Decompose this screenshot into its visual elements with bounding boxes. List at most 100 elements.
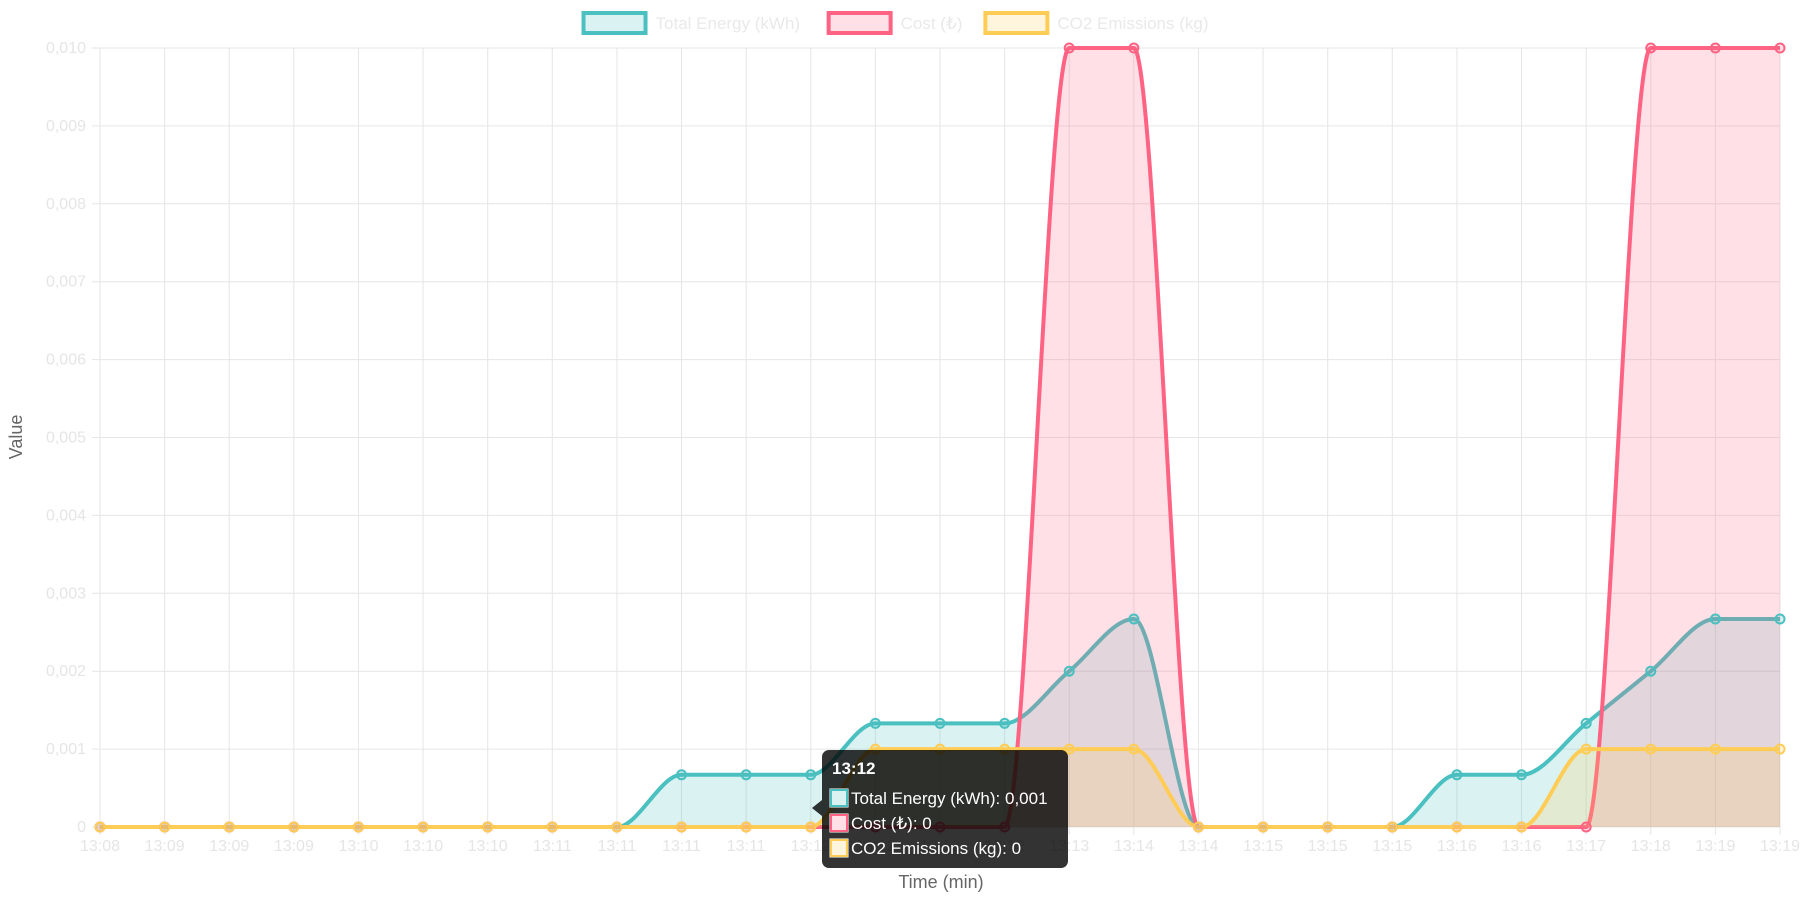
y-tick-label: 0,004 xyxy=(46,507,86,524)
x-tick-label: 13:16 xyxy=(1502,838,1542,855)
data-point-cost xyxy=(1063,42,1075,54)
tooltip-title: 13:12 xyxy=(832,759,875,778)
data-point-cost xyxy=(1128,42,1140,54)
legend-swatch xyxy=(581,11,648,35)
legend-item-total-energy-kwh[interactable]: Total Energy (kWh) xyxy=(581,11,801,35)
legend-label: Cost (₺) xyxy=(901,14,963,33)
data-point-co2-emissions-kg xyxy=(1516,821,1528,833)
data-point-co2-emissions-kg xyxy=(1128,743,1140,755)
x-tick-label: 13:15 xyxy=(1308,838,1348,855)
data-point-co2-emissions-kg xyxy=(546,821,558,833)
data-point-co2-emissions-kg xyxy=(159,821,171,833)
y-tick-label: 0,008 xyxy=(46,196,86,213)
x-tick-label: 13:19 xyxy=(1695,838,1735,855)
x-tick-label: 13:12 xyxy=(791,838,831,855)
x-tick-label: 13:09 xyxy=(274,838,314,855)
legend-label: CO2 Emissions (kg) xyxy=(1057,14,1208,33)
y-tick-label: 0,009 xyxy=(46,118,86,135)
legend-label: Total Energy (kWh) xyxy=(656,14,801,33)
y-tick-label: 0,003 xyxy=(46,585,86,602)
legend-item-co2-emissions-kg[interactable]: CO2 Emissions (kg) xyxy=(983,11,1209,35)
data-point-co2-emissions-kg xyxy=(1192,821,1204,833)
data-point-total-energy-kwh xyxy=(1774,613,1786,625)
data-point-co2-emissions-kg xyxy=(676,821,688,833)
tooltip-box xyxy=(822,750,1068,868)
data-point-total-energy-kwh xyxy=(1063,665,1075,677)
data-point-co2-emissions-kg xyxy=(1580,743,1592,755)
data-point-co2-emissions-kg xyxy=(1645,743,1657,755)
x-tick-label: 13:10 xyxy=(403,838,443,855)
legend[interactable]: Total Energy (kWh) Cost (₺) CO2 Emissions … xyxy=(581,11,1209,35)
data-point-total-energy-kwh xyxy=(869,717,881,729)
data-point-co2-emissions-kg xyxy=(417,821,429,833)
data-point-co2-emissions-kg xyxy=(94,821,106,833)
data-point-cost xyxy=(1645,42,1657,54)
points-group xyxy=(94,42,1786,833)
tooltip-caret xyxy=(812,800,822,816)
y-tick-label: 0,005 xyxy=(46,430,86,447)
x-tick-label: 13:10 xyxy=(468,838,508,855)
tooltip-swatch xyxy=(830,789,848,807)
data-point-total-energy-kwh xyxy=(1709,613,1721,625)
y-tick-label: 0,002 xyxy=(46,663,86,680)
x-tick-label: 13:14 xyxy=(1114,838,1154,855)
x-tick-label: 13:16 xyxy=(1437,838,1477,855)
data-point-co2-emissions-kg xyxy=(1257,821,1269,833)
x-tick-label: 13:09 xyxy=(209,838,249,855)
tooltip-swatch xyxy=(830,814,848,832)
tooltip: 13:12 Total Energy (kWh): 0,001 Cost (₺):… xyxy=(812,750,1068,868)
x-tick-label: 13:15 xyxy=(1372,838,1412,855)
legend-swatch xyxy=(983,11,1050,35)
x-tick-label: 13:14 xyxy=(1178,838,1218,855)
x-axis-title: Time (min) xyxy=(898,872,983,892)
tooltip-line: Total Energy (kWh): 0,001 xyxy=(851,789,1048,808)
data-point-total-energy-kwh xyxy=(676,769,688,781)
data-point-co2-emissions-kg xyxy=(611,821,623,833)
data-point-total-energy-kwh xyxy=(1645,665,1657,677)
y-axis-title: Value xyxy=(6,415,26,460)
data-point-co2-emissions-kg xyxy=(740,821,752,833)
tooltip-line: Cost (₺): 0 xyxy=(851,814,932,833)
y-tick-label: 0 xyxy=(77,819,86,836)
data-point-total-energy-kwh xyxy=(740,769,752,781)
data-point-total-energy-kwh xyxy=(1451,769,1463,781)
data-point-cost xyxy=(1580,821,1592,833)
x-tick-label: 13:15 xyxy=(1243,838,1283,855)
x-tick-label: 13:18 xyxy=(1631,838,1671,855)
data-point-co2-emissions-kg xyxy=(1709,743,1721,755)
y-tick-label: 0,001 xyxy=(46,741,86,758)
tooltip-line: CO2 Emissions (kg): 0 xyxy=(851,839,1021,858)
data-point-co2-emissions-kg xyxy=(1063,743,1075,755)
data-point-total-energy-kwh xyxy=(1128,613,1140,625)
data-point-total-energy-kwh xyxy=(934,717,946,729)
data-point-total-energy-kwh xyxy=(999,717,1011,729)
x-tick-label: 13:08 xyxy=(80,838,120,855)
legend-swatch xyxy=(826,11,893,35)
y-tick-label: 0,007 xyxy=(46,274,86,291)
x-tick-label: 13:11 xyxy=(727,838,766,855)
x-tick-label: 13:10 xyxy=(338,838,378,855)
data-point-co2-emissions-kg xyxy=(352,821,364,833)
data-point-co2-emissions-kg xyxy=(1386,821,1398,833)
data-point-total-energy-kwh xyxy=(805,769,817,781)
y-axis-ticks: 0 0,001 0,002 0,003 0,004 0,005 0,006 0,007 0,00… xyxy=(46,40,86,836)
y-tick-label: 0,010 xyxy=(46,40,86,57)
x-tick-label: 13:17 xyxy=(1566,838,1606,855)
data-point-total-energy-kwh xyxy=(1580,717,1592,729)
data-point-cost xyxy=(1709,42,1721,54)
legend-item-cost[interactable]: Cost (₺) xyxy=(826,11,963,35)
x-tick-label: 13:09 xyxy=(145,838,185,855)
data-point-co2-emissions-kg xyxy=(1774,743,1786,755)
x-tick-label: 13:11 xyxy=(662,838,701,855)
x-tick-label: 13:19 xyxy=(1760,838,1800,855)
data-point-cost xyxy=(1774,42,1786,54)
data-point-total-energy-kwh xyxy=(1516,769,1528,781)
data-point-co2-emissions-kg xyxy=(482,821,494,833)
data-point-co2-emissions-kg xyxy=(288,821,300,833)
tooltip-swatch xyxy=(830,839,848,857)
x-tick-label: 13:11 xyxy=(533,838,572,855)
data-point-co2-emissions-kg xyxy=(1322,821,1334,833)
grid xyxy=(92,47,1781,835)
data-point-co2-emissions-kg xyxy=(805,821,817,833)
